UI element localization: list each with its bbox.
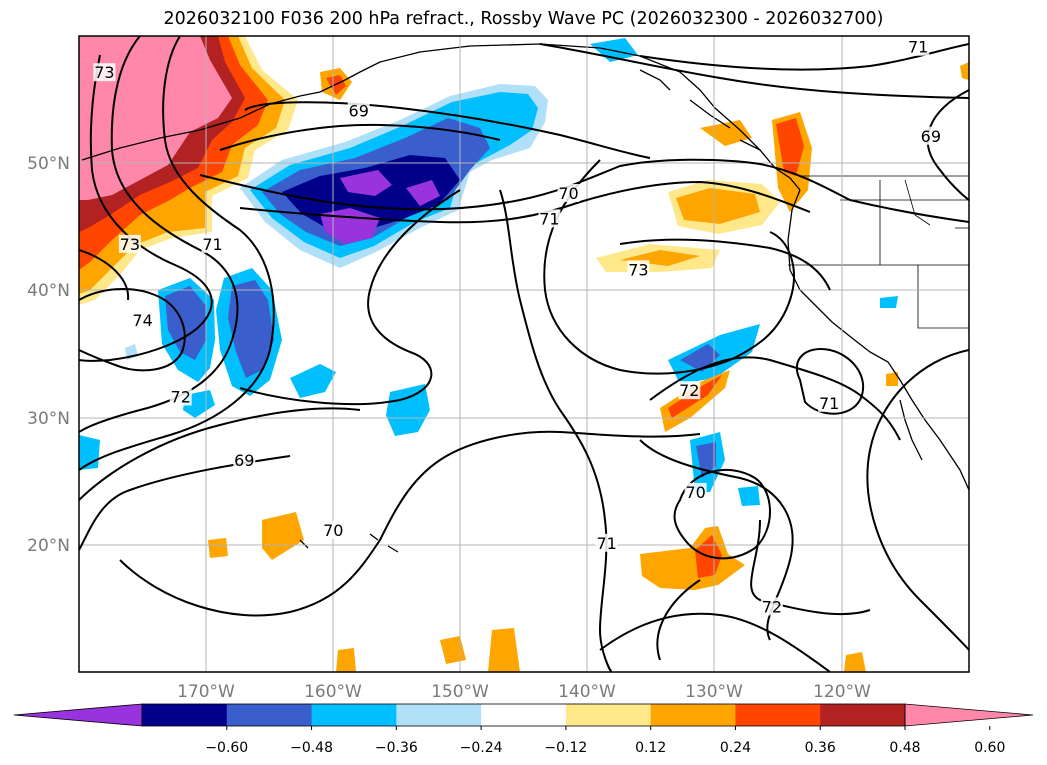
contour-label-bg — [684, 482, 707, 501]
colorbar-bin — [735, 704, 821, 726]
colorbar-bin — [396, 704, 482, 726]
contour-label: 70 — [685, 483, 705, 502]
contour-label-bg — [322, 521, 345, 540]
map-area: 73 69 71 69 70 71 73 71 73 74 72 72 71 69 70 70 71 72 — [79, 36, 969, 672]
contour-label: 71 — [908, 38, 928, 57]
colorbar-tick-label: −0.36 — [375, 740, 418, 756]
contour-label-bg — [557, 184, 580, 202]
lat-tick-label: 30°N — [27, 409, 70, 429]
lon-tick-label: 140°W — [558, 682, 616, 702]
contour-label-bg — [131, 311, 154, 330]
map-frame — [78, 35, 970, 673]
colorbar-tick-label: −0.60 — [205, 740, 248, 756]
colorbar-frame — [141, 703, 906, 727]
lat-tick-label: 40°N — [27, 281, 70, 301]
contour-label-bg — [93, 63, 116, 82]
contour-label-bg — [169, 387, 192, 406]
lon-tick-label: 160°W — [304, 682, 362, 702]
lon-axis: 170°W 160°W 150°W 140°W 130°W 120°W — [177, 682, 871, 702]
colorbar: −0.60 −0.48 −0.36 −0.24 −0.12 0.12 0.24 0.36 0.4… — [13, 703, 1034, 756]
contour-label: 71 — [539, 209, 559, 228]
lon-tick-label: 130°W — [685, 682, 743, 702]
contour-label-bg — [627, 260, 650, 279]
colorbar-bin — [481, 704, 567, 726]
colorbar-tick-label: 0.48 — [889, 740, 920, 756]
colorbar-bin — [311, 704, 397, 726]
contour-label-bg — [538, 209, 561, 228]
contour-label: 70 — [558, 184, 578, 203]
contour-label: 69 — [349, 101, 369, 120]
colorbar-bin — [565, 704, 652, 726]
contour-label-bg — [118, 234, 141, 253]
contour-label-bg — [760, 597, 783, 616]
contour-label: 69 — [234, 451, 254, 470]
contour-label: 73 — [628, 260, 648, 279]
colorbar-bin — [820, 704, 906, 726]
colorbar-tick-label: −0.48 — [290, 740, 333, 756]
contour-label-bg — [919, 126, 942, 145]
contour-label-bg — [678, 381, 701, 400]
coastlines — [81, 43, 969, 553]
gridlines — [79, 36, 969, 672]
contour-labels: 73 69 71 69 70 71 73 71 73 74 72 72 71 69 70 70 71 72 — [93, 37, 942, 616]
contour-label: 69 — [921, 127, 941, 146]
contour-label: 73 — [120, 235, 140, 254]
colorbar-extend-high — [904, 703, 1034, 727]
colorbar-bin — [142, 704, 228, 726]
lon-tick-label: 150°W — [431, 682, 489, 702]
colorbar-extend-low — [13, 703, 143, 727]
colorbar-tick-label: 0.60 — [974, 740, 1005, 756]
lat-axis: 50°N 40°N 30°N 20°N — [27, 154, 70, 556]
contour-label: 74 — [132, 311, 152, 330]
contour-label-bg — [595, 533, 618, 552]
contour-label: 71 — [202, 235, 222, 254]
contour-label: 73 — [94, 63, 114, 82]
lon-tick-label: 170°W — [177, 682, 235, 702]
colorbar-tick-label: 0.12 — [635, 740, 666, 756]
lat-tick-label: 50°N — [27, 154, 70, 174]
colorbar-tick-label: −0.24 — [460, 740, 503, 756]
colorbar-tick-label: −0.12 — [544, 740, 587, 756]
colorbar-tick-label: 0.36 — [805, 740, 836, 756]
contour-label-bg — [201, 234, 224, 253]
colorbar-bin — [226, 704, 313, 726]
contour-label: 72 — [762, 597, 782, 616]
contour-label: 70 — [323, 521, 343, 540]
contour-label: 71 — [596, 534, 616, 553]
chart-title: 2026032100 F036 200 hPa refract., Rossby… — [163, 9, 884, 29]
contour-label: 72 — [171, 388, 191, 407]
lat-tick-label: 20°N — [27, 536, 70, 556]
contour-label: 72 — [679, 381, 699, 400]
colorbar-bin — [650, 704, 736, 726]
contour-label-bg — [347, 101, 370, 120]
negative-anomaly-gulf — [240, 84, 548, 268]
contour-label-bg — [907, 37, 930, 56]
political-borders — [788, 175, 969, 329]
lon-tick-label: 120°W — [813, 682, 871, 702]
contour-label-bg — [233, 451, 256, 470]
colorbar-tick-label: 0.24 — [720, 740, 751, 756]
contour-label-bg — [818, 393, 841, 412]
contour-label: 71 — [819, 394, 839, 413]
